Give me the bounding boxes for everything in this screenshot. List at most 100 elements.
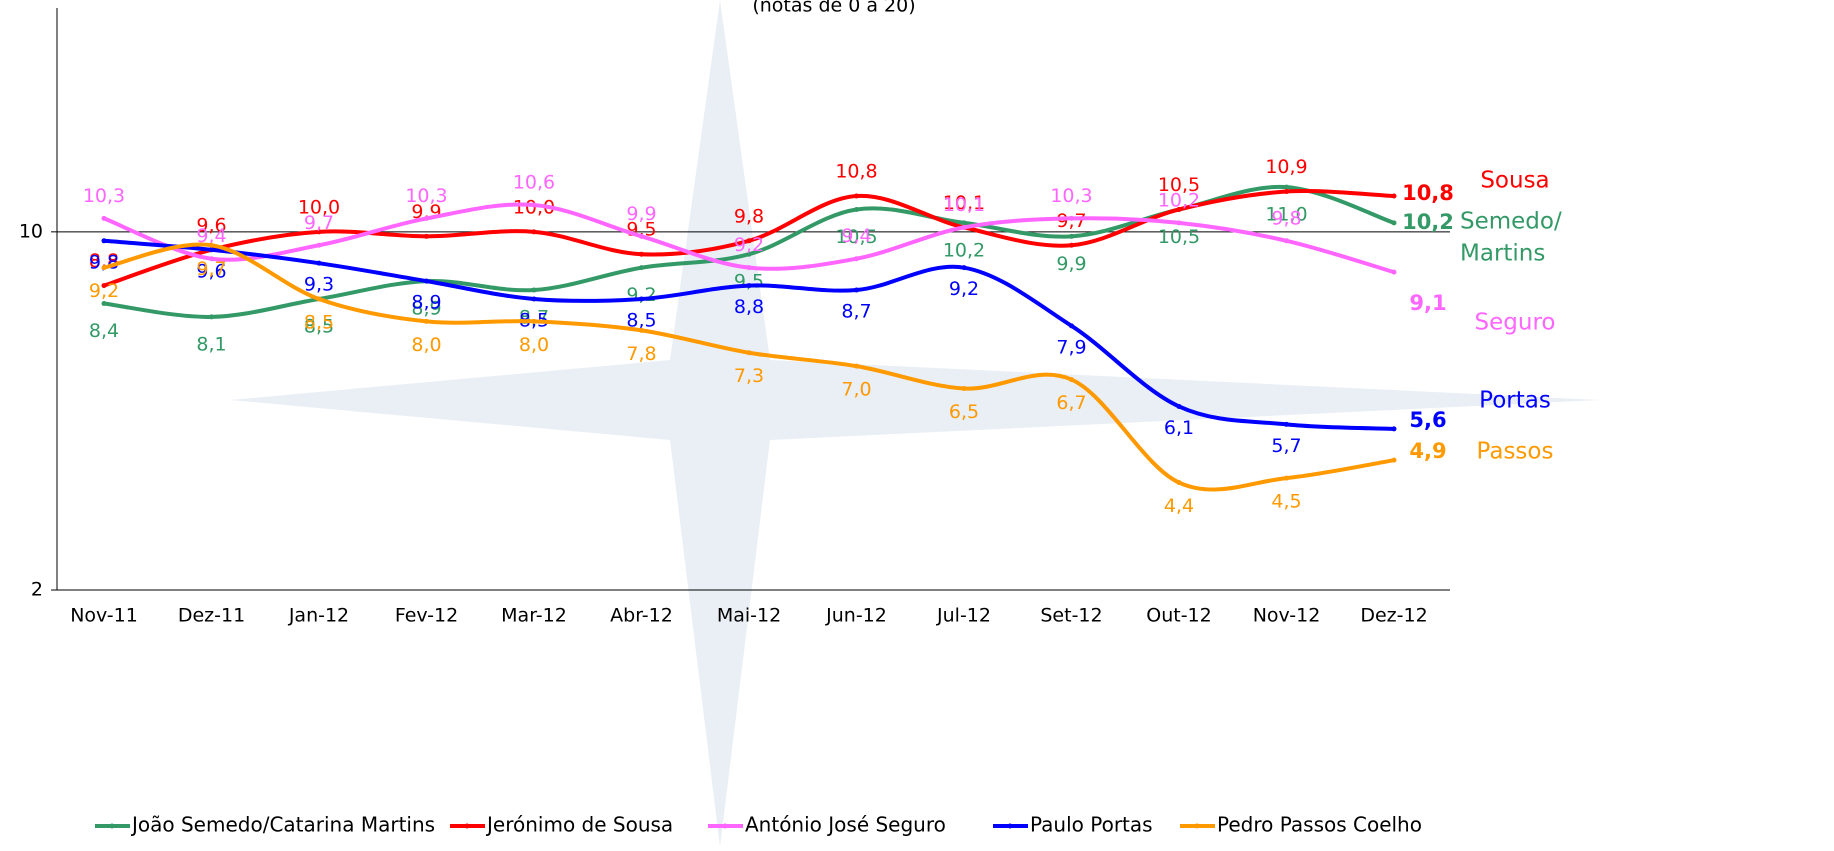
data-point — [1069, 242, 1074, 248]
x-tick-label: Nov-11 — [70, 605, 138, 627]
data-label: 10,1 — [943, 194, 985, 216]
data-point — [746, 283, 752, 289]
data-label: 6,5 — [949, 401, 979, 423]
data-point — [639, 233, 644, 239]
data-point — [961, 265, 967, 271]
legend-marker — [1007, 823, 1013, 829]
x-tick-label: Dez-11 — [178, 605, 245, 627]
data-point — [854, 193, 859, 199]
data-point — [101, 300, 107, 306]
data-point — [101, 238, 107, 244]
chart-subtitle: (notas de 0 a 20) — [752, 0, 915, 17]
data-label: 10,2 — [1402, 210, 1454, 234]
data-point — [1391, 457, 1397, 463]
series-end-label: Semedo/ — [1460, 209, 1562, 235]
data-point — [316, 229, 322, 235]
data-point — [854, 206, 859, 212]
legend-marker — [1194, 823, 1200, 829]
data-point — [1176, 206, 1182, 212]
data-point — [1069, 377, 1074, 383]
series-end-label: Sousa — [1480, 168, 1549, 194]
series-end-label: Passos — [1477, 439, 1554, 465]
data-label: 10,5 — [1158, 226, 1200, 248]
data-point — [1284, 475, 1289, 481]
data-label: 10,5 — [1158, 174, 1200, 196]
data-label: 9,9 — [1056, 253, 1086, 275]
data-label: 4,5 — [1271, 491, 1301, 513]
legend-label: João Semedo/Catarina Martins — [130, 813, 435, 837]
data-label: 9,6 — [196, 260, 226, 282]
legend-label: Pedro Passos Coelho — [1217, 813, 1422, 837]
data-label: 9,4 — [841, 225, 871, 247]
data-label: 6,7 — [1056, 392, 1086, 414]
data-point — [639, 327, 644, 333]
data-point — [746, 350, 752, 356]
data-point — [854, 363, 859, 369]
data-label: 4,4 — [1164, 495, 1194, 517]
data-label: 9,3 — [304, 274, 334, 296]
data-point — [1176, 220, 1182, 226]
data-point — [316, 260, 322, 266]
data-label: 9,2 — [949, 278, 979, 300]
data-label: 7,0 — [841, 379, 871, 401]
data-label: 10,2 — [1158, 189, 1200, 211]
data-label: 10,3 — [1050, 185, 1092, 207]
x-tick-label: Set-12 — [1040, 605, 1102, 627]
data-point — [424, 278, 429, 284]
data-label: 10,8 — [1402, 181, 1454, 205]
data-label: 8,0 — [519, 334, 549, 356]
data-point — [424, 318, 429, 324]
data-label: 9,1 — [1409, 291, 1446, 315]
data-point — [1284, 189, 1289, 195]
data-point — [424, 215, 429, 221]
data-point — [1176, 403, 1182, 409]
data-label: 9,7 — [196, 258, 226, 280]
data-point — [209, 247, 214, 253]
data-point — [316, 296, 322, 302]
data-label: 9,2 — [734, 234, 764, 256]
data-point — [1391, 220, 1397, 226]
data-point — [961, 220, 967, 226]
data-point — [639, 265, 644, 271]
data-point — [961, 224, 967, 230]
data-label: 10,1 — [943, 192, 985, 214]
series-end-label: Portas — [1479, 388, 1551, 414]
data-point — [639, 296, 644, 302]
data-point — [854, 256, 859, 262]
data-point — [1284, 184, 1289, 190]
y-tick-label: 2 — [31, 579, 43, 601]
data-point — [101, 283, 107, 289]
legend-label: Paulo Portas — [1030, 813, 1153, 837]
data-label: 10,6 — [513, 171, 555, 193]
legend-marker — [722, 823, 728, 829]
x-tick-label: Jun-12 — [825, 605, 887, 627]
data-label: 8,9 — [411, 292, 441, 314]
data-point — [531, 287, 537, 293]
data-point — [1069, 233, 1074, 239]
data-label: 11,0 — [1265, 204, 1307, 226]
data-point — [101, 265, 107, 271]
data-label: 10,5 — [835, 226, 877, 248]
x-tick-label: Jan-12 — [288, 605, 349, 627]
data-label: 9,6 — [196, 214, 226, 236]
data-label: 9,8 — [734, 205, 764, 227]
data-point — [424, 233, 429, 239]
data-point — [746, 265, 752, 271]
data-point — [101, 215, 107, 221]
data-label: 9,5 — [734, 271, 764, 293]
data-point — [746, 238, 752, 244]
data-point — [209, 242, 214, 248]
x-tick-label: Abr-12 — [610, 605, 673, 627]
data-label: 10,3 — [83, 185, 125, 207]
data-point — [316, 242, 322, 248]
data-label: 7,3 — [734, 365, 764, 387]
data-label: 6,1 — [1164, 417, 1194, 439]
data-point — [1069, 215, 1074, 221]
data-label: 8,5 — [304, 316, 334, 338]
data-label: 8,5 — [304, 312, 334, 334]
data-point — [209, 314, 214, 320]
data-label: 9,4 — [196, 225, 226, 247]
data-point — [531, 318, 537, 324]
data-point — [531, 202, 537, 208]
